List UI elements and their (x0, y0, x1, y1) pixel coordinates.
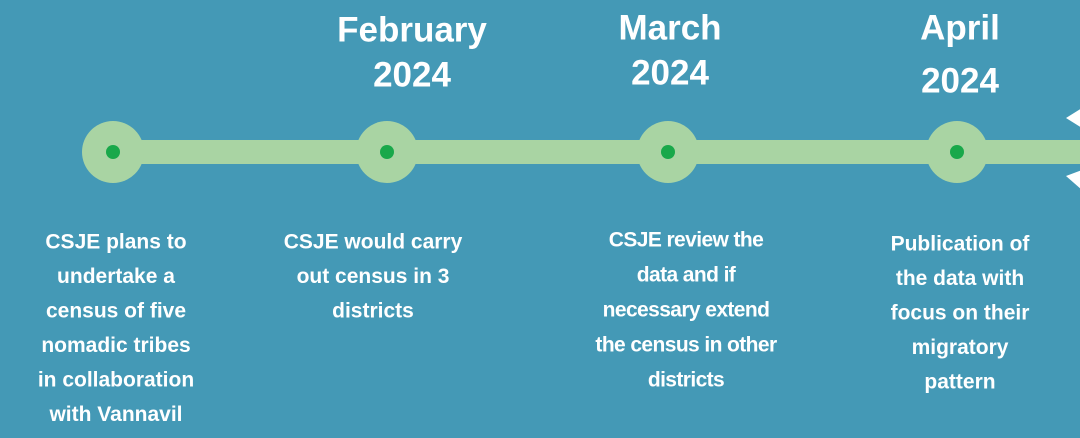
milestone-dot (950, 145, 964, 159)
milestone-description: data and if (637, 264, 737, 287)
milestone-dot (661, 145, 675, 159)
milestone-description: census of five (46, 300, 186, 323)
milestone-description: necessary extend (603, 299, 770, 322)
milestone-date: March (618, 8, 721, 47)
milestone-description: Publication of (891, 233, 1031, 256)
milestone-description: CSJE review the (609, 229, 763, 252)
milestone-description: focus on their (891, 302, 1030, 325)
timeline-bar (110, 140, 1080, 164)
milestone-dot (380, 145, 394, 159)
milestone-description: pattern (924, 371, 995, 394)
milestone-description: undertake a (57, 265, 175, 288)
milestone-description: nomadic tribes (41, 334, 190, 357)
milestone-date: February (337, 10, 487, 49)
milestone-description: CSJE would carry (284, 231, 463, 254)
milestone-description: the census in other (595, 334, 777, 357)
milestone-description: CSJE plans to (45, 231, 186, 254)
arrow-head-top (1066, 109, 1080, 127)
milestone-description: the data with (896, 267, 1024, 290)
milestone-date: April (920, 8, 1000, 47)
milestone-description: migratory (912, 336, 1009, 359)
milestone-dot (106, 145, 120, 159)
milestone-description: districts (648, 369, 724, 392)
milestone-date: 2024 (373, 55, 451, 94)
milestone-description: with Vannavil (48, 403, 182, 426)
arrow-head-bottom (1066, 170, 1080, 189)
milestone-date: 2024 (631, 53, 709, 92)
milestone-description: out census in 3 (297, 265, 450, 288)
milestone-date: 2024 (921, 61, 999, 100)
milestone-description: in collaboration (38, 369, 194, 392)
milestone-description: districts (332, 300, 414, 323)
